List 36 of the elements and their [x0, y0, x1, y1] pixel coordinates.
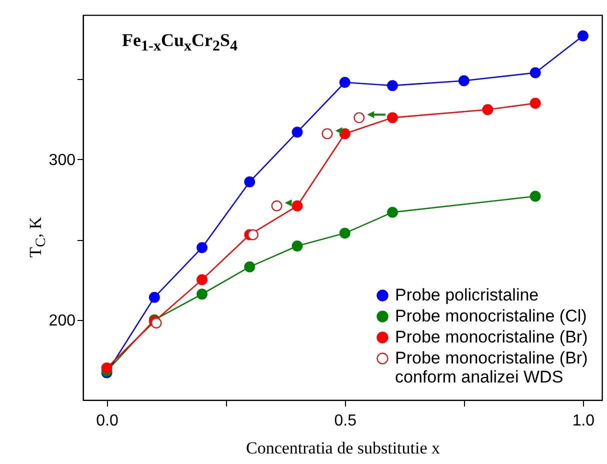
point: [244, 261, 256, 272]
y-tick-label: 200: [48, 312, 76, 330]
point: [482, 104, 494, 116]
point: [387, 206, 398, 218]
point: [101, 362, 112, 374]
x-tick-label: 0.5: [334, 412, 357, 430]
point: [530, 190, 541, 202]
point: [244, 176, 256, 188]
point: [292, 240, 303, 252]
legend-label: Probe monocristaline (Br) conform analizei WDS: [395, 348, 588, 386]
legend-label: Probe monocristaline (Br): [395, 328, 588, 346]
point: [196, 242, 208, 254]
point: [387, 80, 398, 92]
legend-label: Probe policristaline: [395, 286, 539, 304]
point: [196, 274, 208, 286]
x-axis-title: Concentratia de substitutie x: [246, 438, 441, 458]
point: [292, 126, 303, 138]
point: [339, 76, 350, 88]
annotation: Fe$_{1-x}$Cu$_{x}$Cr$_{2}$S$_{4}$: [122, 30, 238, 56]
point: [148, 292, 160, 303]
point: [339, 228, 350, 239]
point: [271, 200, 282, 212]
point: [458, 75, 470, 86]
y-tick-label: 300: [48, 152, 76, 169]
point: [248, 229, 258, 240]
point: [339, 128, 350, 140]
point: [196, 288, 208, 300]
x-tick-label: 1.0: [572, 412, 595, 430]
x-tick-label: 0.0: [96, 412, 119, 430]
point: [530, 98, 541, 109]
point: [322, 128, 333, 140]
point: [292, 200, 303, 212]
point: [387, 112, 398, 124]
point: [530, 67, 541, 78]
legend-label: Probe monocristaline (Cl): [395, 306, 587, 326]
point: [577, 30, 588, 42]
